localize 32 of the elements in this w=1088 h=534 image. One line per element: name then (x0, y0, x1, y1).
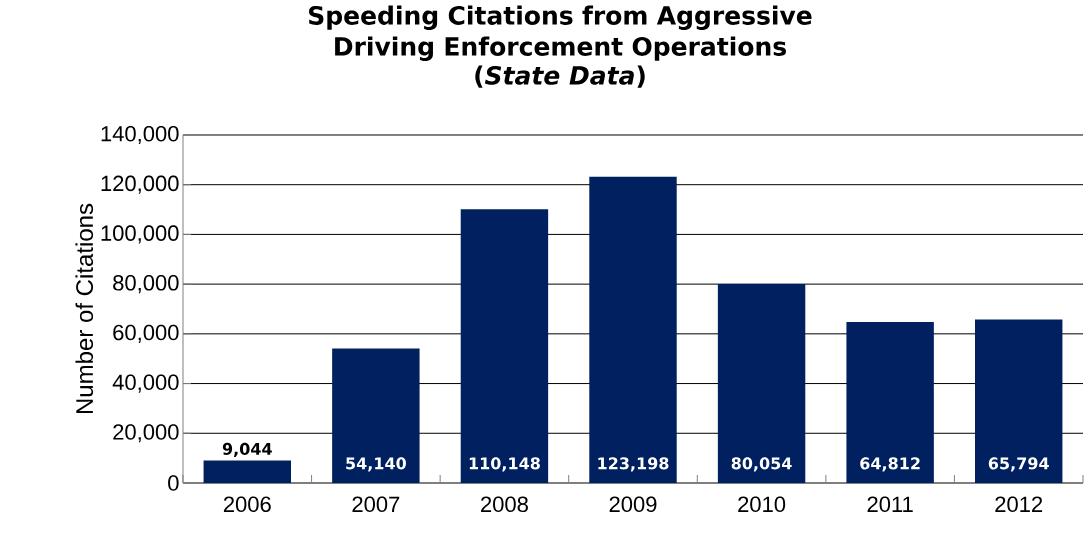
y-tick-label: 120,000 (101, 175, 179, 194)
bar (332, 348, 420, 483)
data-label: 110,148 (469, 457, 540, 472)
y-tick-label: 140,000 (101, 125, 179, 145)
y-tick-label: 0 (168, 475, 179, 491)
x-tick-label: 2010 (738, 496, 786, 513)
chart-title: Speeding Citations from Aggressive Driving Enforcement Operations (309, 5, 812, 61)
y-axis-title: Number of Citations (75, 203, 94, 414)
x-tick-label: 2009 (609, 496, 657, 513)
data-label: 54,140 (346, 457, 406, 472)
chart-subtitle: (State Data) (475, 65, 645, 88)
y-tick-label: 20,000 (113, 424, 179, 443)
data-label: 123,198 (598, 457, 669, 472)
x-tick-label: 2006 (223, 496, 271, 513)
bar (974, 319, 1063, 483)
data-label: 9,044 (222, 442, 272, 457)
bar (717, 284, 806, 483)
data-label: 64,812 (860, 457, 920, 472)
bar (846, 321, 934, 483)
x-tick-label: 2011 (867, 496, 913, 513)
x-tick-label: 2008 (481, 496, 528, 513)
y-tick-label: 40,000 (112, 374, 179, 393)
x-tick-label: 2007 (352, 496, 400, 513)
data-label: 65,794 (988, 457, 1049, 472)
bar (203, 460, 291, 483)
y-tick-label: 100,000 (101, 225, 179, 244)
y-tick-label: 60,000 (113, 324, 179, 343)
data-label: 80,054 (731, 457, 792, 472)
x-tick-label: 2012 (995, 496, 1043, 513)
bar (460, 209, 549, 483)
bar (589, 176, 677, 483)
y-tick-label: 80,000 (113, 275, 179, 294)
